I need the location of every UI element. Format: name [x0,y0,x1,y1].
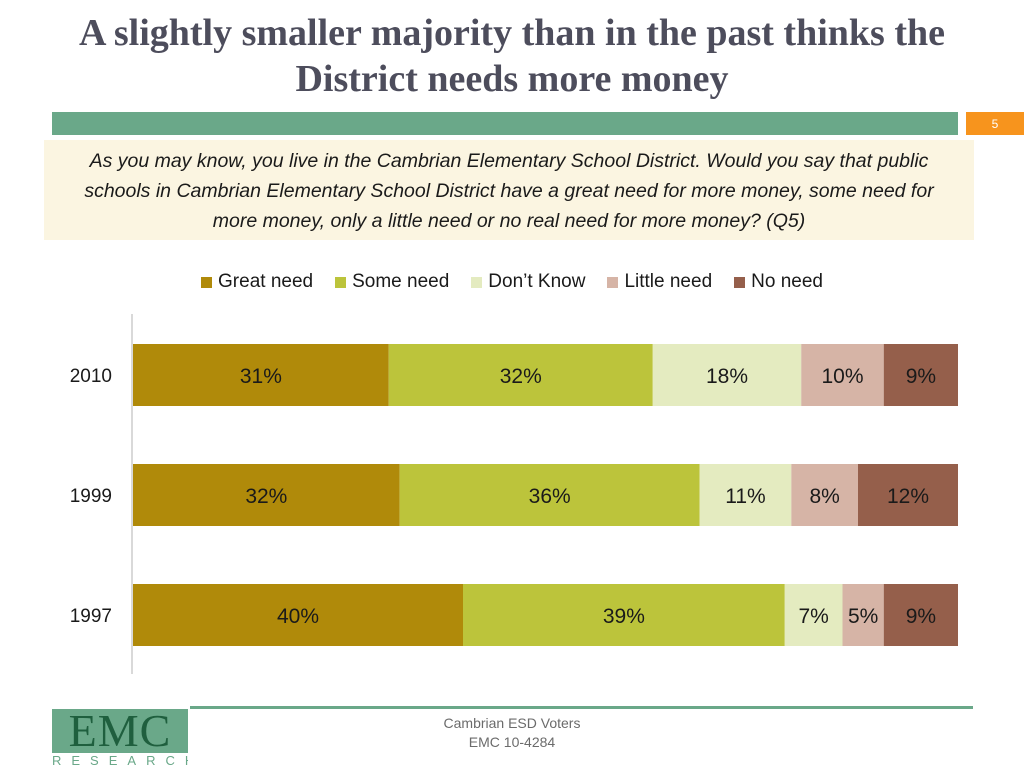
bar-segment [399,464,700,526]
bar-value-label: 39% [603,605,645,628]
bar-segment [133,464,400,526]
legend-item: Great need [201,271,313,293]
legend-item: Don’t Know [471,271,585,293]
footer-text: Cambrian ESD Voters EMC 10-4284 [400,714,624,752]
legend-swatch [607,276,619,288]
title-divider-bar [52,112,958,135]
bar-value-label: 5% [848,605,878,628]
legend-label: Don’t Know [488,271,586,292]
survey-question: As you may know, you live in the Cambria… [44,140,974,240]
legend-label: Some need [352,271,450,292]
bar-value-label: 40% [277,605,319,628]
legend-label: No need [751,271,823,292]
bar-segment [652,344,802,406]
logo-research-text: RESEARCH [52,753,188,767]
bar-segment [842,584,884,646]
category-label: 2010 [70,366,112,387]
legend-item: No need [734,271,823,293]
legend-label: Little need [624,271,713,292]
footer-divider [190,706,973,709]
emc-research-logo: EMC RESEARCH [52,708,188,767]
bar-value-label: 36% [529,485,571,508]
bar-segment [133,584,463,646]
legend-swatch [335,276,347,288]
bar-value-label: 7% [798,605,828,628]
bar-segment [858,464,958,526]
bar-segment [883,344,958,406]
bar-segment [784,584,843,646]
bar-segment [133,344,389,406]
category-label: 1999 [70,486,112,507]
legend-swatch [201,276,213,288]
chart-legend: Great need Some need Don’t Know Little need… [0,268,1024,296]
bar-value-label: 31% [240,365,282,388]
legend-item: Some need [335,271,449,293]
legend-swatch [734,276,746,288]
bar-value-label: 32% [500,365,542,388]
bar-segment [791,464,858,526]
footer-line-2: EMC 10-4284 [468,734,556,750]
bar-value-label: 18% [706,365,748,388]
bar-value-label: 10% [821,365,863,388]
legend-item: Little need [607,271,712,293]
bar-segment [463,584,785,646]
bar-value-label: 12% [887,485,929,508]
bar-value-label: 9% [906,605,936,628]
page-number: 5 [966,112,1024,135]
bar-value-label: 32% [245,485,287,508]
bar-value-label: 9% [906,365,936,388]
category-label: 1997 [70,606,112,627]
legend-label: Great need [218,271,314,292]
bar-value-label: 8% [809,485,839,508]
bar-segment [801,344,884,406]
bar-value-label: 11% [725,485,765,508]
footer-line-1: Cambrian ESD Voters [443,715,581,731]
stacked-bar-chart: 2010 31% 32% 18% 10% 9% 1999 32% 36% 11% 8% 12% 1997… [70,314,958,674]
bar-segment [388,344,653,406]
bar-segment [883,584,958,646]
legend-swatch [471,276,483,288]
page-title: A slightly smaller majority than in the … [79,12,945,100]
logo-emc-text: EMC [52,708,188,754]
bar-segment [699,464,792,526]
